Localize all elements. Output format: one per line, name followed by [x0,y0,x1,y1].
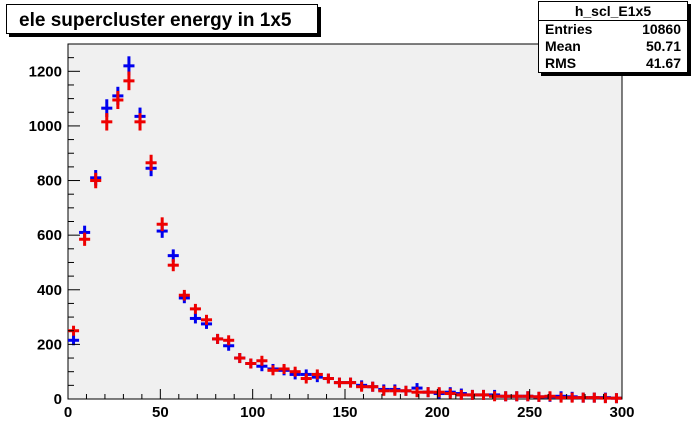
data-point [411,387,423,398]
stats-value: 41.67 [645,55,681,71]
x-axis: 0 50 100 150 200 250 300 [64,389,635,421]
x-tick-label: 300 [609,404,634,421]
data-point [245,358,257,369]
data-point [333,377,345,388]
data-point [68,335,80,346]
plot-frame [67,43,623,400]
y-tick-label: 1000 [29,118,62,135]
data-point [566,392,578,403]
y-tick-label: 800 [37,173,62,190]
y-tick-label: 600 [37,227,62,244]
stats-row-rms: RMS 41.67 [539,55,687,72]
series-2 [68,71,622,404]
data-point [101,113,113,131]
y-tick-label: 0 [54,391,62,408]
stats-value: 50.71 [645,38,681,54]
title-box: ele supercluster energy in 1x5 [6,4,318,34]
stats-label: Mean [545,38,581,54]
data-point [167,259,179,272]
stats-histogram-name: h_scl_E1x5 [539,2,687,21]
data-point [400,385,412,396]
data-point [300,373,312,384]
stats-row-entries: Entries 10860 [539,21,687,38]
data-point [189,303,201,314]
data-point [389,385,401,396]
data-point [533,391,545,402]
data-point [345,377,357,388]
data-point [189,313,201,324]
y-axis: 0 200 400 600 800 1000 1200 [29,43,80,408]
data-point [256,355,268,366]
data-point [134,113,146,131]
data-point [123,71,135,91]
data-point [234,353,246,364]
data-point [522,391,534,402]
stats-row-mean: Mean 50.71 [539,38,687,55]
chart-title: ele supercluster energy in 1x5 [19,10,292,31]
stats-label: RMS [545,55,577,71]
x-tick-label: 250 [517,404,542,421]
stats-box: h_scl_E1x5 Entries 10860 Mean 50.71 RMS … [538,1,688,73]
data-point [378,385,390,396]
data-point [79,232,91,246]
data-point [278,363,290,374]
data-point [455,389,467,400]
data-point [500,391,512,402]
data-point [212,333,224,344]
x-tick-label: 50 [152,404,169,421]
data-point [511,391,523,402]
data-point [311,369,323,380]
x-tick-label: 150 [332,404,357,421]
data-point [444,388,456,399]
data-point [588,392,600,403]
data-point [422,387,434,398]
data-point [544,391,556,402]
stats-value: 10860 [642,21,681,37]
x-tick-label: 0 [64,404,72,421]
data-point [223,335,235,346]
data-point [112,90,124,110]
x-tick-label: 100 [240,404,265,421]
data-point [356,381,368,392]
data-point [200,314,213,325]
y-tick-label: 1200 [29,63,62,80]
data-point [90,172,102,189]
data-point [477,389,490,400]
data-point [610,393,622,404]
data-point [599,393,611,404]
y-tick-label: 200 [37,336,62,353]
data-point [289,366,301,377]
data-point [367,381,379,392]
y-tick-label: 400 [37,282,62,299]
x-tick-label: 200 [425,404,450,421]
data-point [577,392,589,403]
data-point [322,373,334,384]
data-point [156,217,168,232]
data-point [555,392,567,403]
data-point [267,365,279,376]
data-point [178,289,190,301]
series-layer [68,56,622,404]
stats-label: Entries [545,21,593,37]
data-point [145,154,157,171]
data-point [489,391,501,402]
axes-layer: 0 50 100 150 200 250 300 0 200 400 600 800 1000 1200 [29,43,635,421]
data-point [433,387,445,398]
data-point [466,389,478,400]
